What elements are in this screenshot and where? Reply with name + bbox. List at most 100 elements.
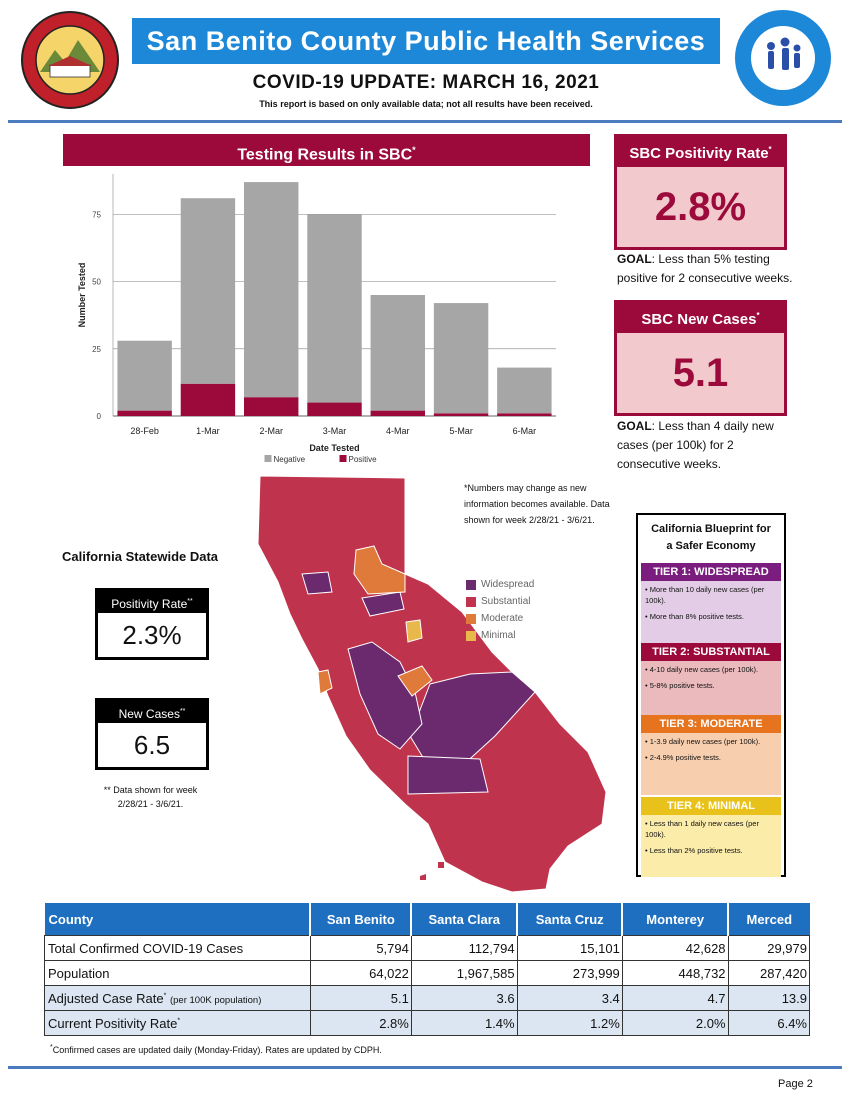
x-axis-label: Date Tested [309, 443, 359, 453]
bar-negative [370, 295, 425, 411]
table-cell: 3.6 [410, 985, 518, 1011]
table-cell: 112,794 [410, 935, 518, 961]
new-cases-goal: GOAL: Less than 4 daily new cases (per 1… [617, 419, 774, 471]
x-tick-label: 28-Feb [130, 426, 159, 436]
tier-minimal-header: TIER 4: MINIMAL [641, 797, 781, 815]
california-tier-map [257, 475, 607, 893]
table-cell: 5.1 [309, 985, 412, 1011]
table-cell: 3.4 [516, 985, 623, 1011]
blueprint-title: California Blueprint for a Safer Economy [651, 523, 771, 552]
table-cell: 2.8% [309, 1010, 412, 1036]
tier-minimal-body: • Less than 1 daily new cases (per 100k)… [641, 815, 781, 877]
page-title: San Benito County Public Health Services [132, 18, 720, 64]
y-tick-label: 75 [92, 210, 101, 219]
new-cases-header: SBC New Cases* [614, 300, 787, 332]
tier-substantial-item: • 5-8% positive tests. [645, 681, 715, 690]
legend-swatch [466, 613, 476, 624]
chart-title: Testing Results in SBC* [63, 134, 590, 166]
blueprint-panel: California Blueprint for a Safer Economy… [636, 513, 786, 877]
bar-negative [180, 198, 236, 384]
map-legend-item: Substantial [466, 593, 534, 610]
tier-moderate-header: TIER 3: MODERATE [641, 715, 781, 733]
legend-swatch [466, 630, 476, 641]
positivity-rate-value: 2.8% [614, 164, 787, 250]
map-legend-item: Moderate [466, 610, 534, 627]
table-header: Merced [727, 903, 810, 936]
positivity-goal: GOAL: Less than 5% testing positive for … [617, 252, 793, 285]
table-header: San Benito [309, 903, 412, 936]
statewide-positivity-box: Positivity Rate** 2.3% [95, 588, 209, 660]
bar-positive [117, 410, 172, 416]
tier-minimal-item: • Less than 2% positive tests. [645, 846, 743, 855]
y-axis-label: Number Tested [77, 263, 87, 328]
table-cell: 64,022 [309, 960, 412, 986]
x-tick-label: 6-Mar [513, 426, 537, 436]
tier-widespread-body: • More than 10 daily new cases (per 100k… [641, 581, 781, 645]
legend-swatch [466, 596, 476, 607]
tier-moderate: TIER 3: MODERATE • 1-3.9 daily new cases… [641, 715, 781, 795]
statewide-cases-box: New Cases** 6.5 [95, 698, 209, 770]
table-cell: Adjusted Case Rate* (per 100K population… [44, 985, 311, 1011]
bar-negative [497, 367, 552, 414]
table-cell: Current Positivity Rate* [44, 1010, 311, 1036]
table-cell: 1.4% [410, 1010, 518, 1036]
table-cell: 287,420 [727, 960, 811, 986]
header-divider [8, 120, 842, 123]
tier-substantial-body: • 4-10 daily new cases (per 100k). • 5-8… [641, 661, 781, 715]
table-cell: 2.0% [621, 1010, 729, 1036]
bar-negative [433, 303, 489, 414]
y-tick-label: 25 [92, 345, 101, 354]
statewide-positivity-label: Positivity Rate** [98, 591, 206, 613]
tier-moderate-body: • 1-3.9 daily new cases (per 100k). • 2-… [641, 733, 781, 795]
legend-swatch [264, 455, 272, 462]
tier-moderate-item: • 1-3.9 daily new cases (per 100k). [645, 737, 761, 746]
table-header-row: County San Benito Santa Clara Santa Cruz… [44, 903, 810, 936]
legend-swatch [339, 455, 347, 462]
bar-negative [307, 214, 362, 403]
bar-positive [433, 413, 489, 416]
legend-label: Positive [349, 455, 378, 464]
x-tick-label: 3-Mar [323, 426, 347, 436]
bar-positive [307, 402, 362, 416]
tier-substantial-header: TIER 2: SUBSTANTIAL [641, 643, 781, 661]
table-cell: 42,628 [621, 935, 729, 961]
map-legend: Widespread Substantial Moderate Minimal [466, 576, 534, 644]
testing-results-chart: 0 25 50 75 28-Feb 1-Mar 2-Mar 3-Mar 4-Mar 5-Mar 6-… [77, 174, 556, 464]
bar-positive [180, 383, 236, 416]
tier-widespread-item: • More than 10 daily new cases (per 100k… [645, 585, 765, 605]
table-cell: 1.2% [516, 1010, 623, 1036]
tier-widespread: TIER 1: WIDESPREAD • More than 10 daily … [641, 563, 781, 645]
tier-moderate-item: • 2-4.9% positive tests. [645, 753, 721, 762]
statewide-cases-value: 6.5 [133, 730, 171, 760]
table-header: Santa Clara [410, 903, 518, 936]
statewide-footnote: ** Data shown for week 2/28/21 - 3/6/21. [103, 785, 198, 809]
footer-divider [8, 1066, 842, 1069]
tier-widespread-header: TIER 1: WIDESPREAD [641, 563, 781, 581]
x-tick-label: 5-Mar [449, 426, 473, 436]
tier-minimal: TIER 4: MINIMAL • Less than 1 daily new … [641, 797, 781, 877]
bar-positive [244, 397, 299, 416]
bar-positive [497, 413, 552, 416]
table-row: Total Confirmed COVID-19 Cases 5,794 112… [44, 935, 811, 961]
table-cell: Total Confirmed COVID-19 Cases [44, 935, 311, 961]
page-number: Page 2 [778, 1078, 813, 1090]
new-cases-value: 5.1 [614, 330, 787, 416]
table-cell: 4.7 [621, 985, 729, 1011]
table-header: Monterey [621, 903, 729, 936]
tier-substantial: TIER 2: SUBSTANTIAL • 4-10 daily new cas… [641, 643, 781, 715]
legend-label: Moderate [481, 613, 524, 624]
x-tick-label: 2-Mar [259, 426, 283, 436]
table-cell: 273,999 [516, 960, 623, 986]
x-tick-label: 1-Mar [196, 426, 220, 436]
x-tick-label: 4-Mar [386, 426, 410, 436]
table-row: Population 64,022 1,967,585 273,999 448,… [44, 960, 811, 986]
table-row: Adjusted Case Rate* (per 100K population… [44, 985, 811, 1011]
map-note: *Numbers may change as new information b… [464, 483, 610, 525]
tier-substantial-item: • 4-10 daily new cases (per 100k). [645, 665, 759, 674]
footnote: *Confirmed cases are updated daily (Mond… [50, 1044, 382, 1055]
table-cell: Population [44, 960, 311, 986]
legend-label: Negative [274, 455, 306, 464]
bar-positive [370, 410, 425, 416]
table-cell: 29,979 [727, 935, 811, 961]
y-tick-label: 0 [97, 412, 102, 421]
